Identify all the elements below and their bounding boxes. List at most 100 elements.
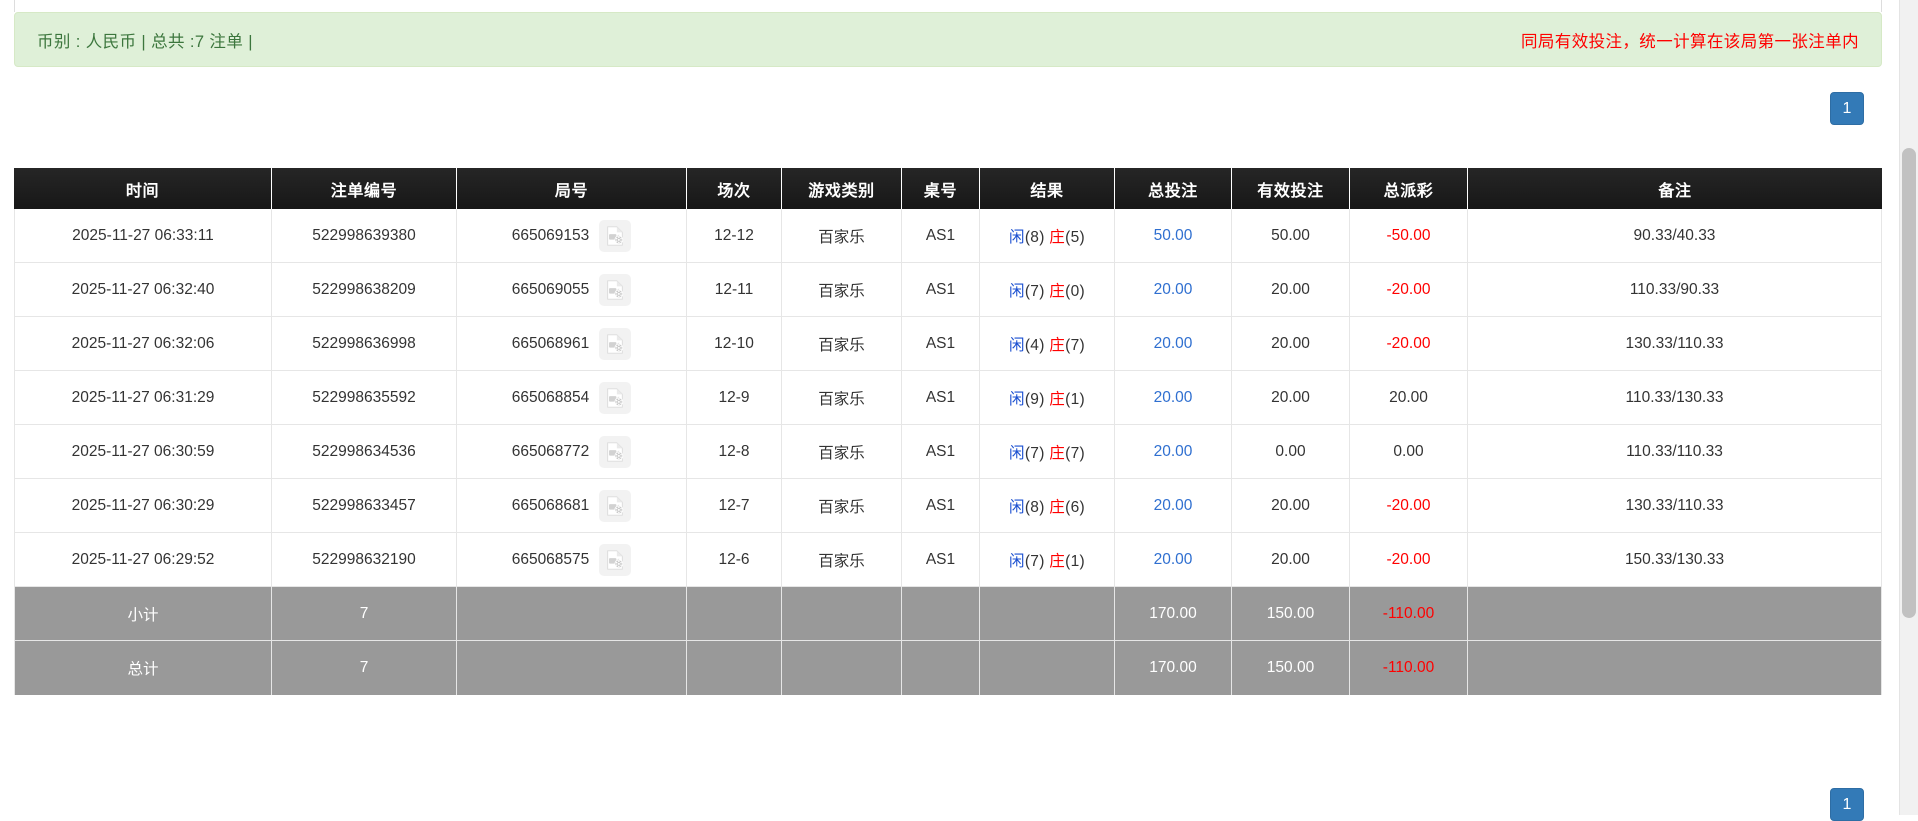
cell-result: 闲(7) 庄(0) bbox=[980, 263, 1115, 317]
cell-total-bet: 20.00 bbox=[1115, 317, 1232, 371]
cell-game-type: 百家乐 bbox=[782, 263, 902, 317]
grandtotal-row: 总计 7 170.00 150.00 -110.00 bbox=[14, 641, 1882, 695]
cell-bet-no: 522998639380 bbox=[272, 209, 457, 263]
cell-total-bet: 20.00 bbox=[1115, 425, 1232, 479]
column-header-valid: 有效投注 bbox=[1232, 168, 1350, 209]
cell-time: 2025-11-27 06:30:59 bbox=[14, 425, 272, 479]
video-file-icon[interactable] bbox=[599, 381, 632, 414]
result-player-points: (7) bbox=[1024, 552, 1045, 570]
cell-bet-no: 522998635592 bbox=[272, 371, 457, 425]
video-file-icon[interactable] bbox=[599, 219, 632, 252]
cell-valid-bet: 20.00 bbox=[1232, 317, 1350, 371]
result-player-label: 闲 bbox=[1009, 390, 1025, 408]
cell-valid-bet: 50.00 bbox=[1232, 209, 1350, 263]
video-file-icon[interactable] bbox=[599, 489, 632, 522]
summary-count: 7 bbox=[272, 641, 457, 695]
result-banker-points: (1) bbox=[1065, 390, 1085, 408]
column-header-table: 桌号 bbox=[902, 168, 980, 209]
cell-payout: -50.00 bbox=[1350, 209, 1468, 263]
cell-shift: 12-9 bbox=[687, 371, 782, 425]
result-banker-points: (1) bbox=[1065, 552, 1085, 570]
payout-value: -50.00 bbox=[1386, 226, 1431, 244]
cell-bet-no: 522998638209 bbox=[272, 263, 457, 317]
video-file-icon[interactable] bbox=[599, 543, 632, 576]
page-button-1-bottom[interactable]: 1 bbox=[1830, 788, 1864, 821]
cell-payout: 20.00 bbox=[1350, 371, 1468, 425]
column-header-payout: 总派彩 bbox=[1350, 168, 1468, 209]
payout-value: -20.00 bbox=[1386, 334, 1431, 352]
cell-remark: 90.33/40.33 bbox=[1468, 209, 1882, 263]
page-button-1[interactable]: 1 bbox=[1830, 92, 1864, 125]
currency-and-count-text: 币别 : 人民币 | 总共 :7 注单 | bbox=[37, 32, 253, 51]
table-row: 2025-11-27 06:32:06 522998636998 665068961… bbox=[14, 317, 1882, 371]
valid-bet-value: 20.00 bbox=[1271, 496, 1310, 514]
payout-value: -20.00 bbox=[1386, 496, 1431, 514]
summary-count: 7 bbox=[272, 587, 457, 641]
cell-result: 闲(7) 庄(7) bbox=[980, 425, 1115, 479]
summary-valid-bet: 150.00 bbox=[1232, 641, 1350, 695]
cell-payout: -20.00 bbox=[1350, 317, 1468, 371]
result-player-label: 闲 bbox=[1009, 228, 1025, 246]
cell-round: 665068854 bbox=[457, 371, 687, 425]
cell-valid-bet: 20.00 bbox=[1232, 371, 1350, 425]
cell-round: 665068961 bbox=[457, 317, 687, 371]
video-file-icon[interactable] bbox=[599, 435, 632, 468]
scrollbar-thumb[interactable] bbox=[1902, 148, 1916, 618]
result-banker-label: 庄 bbox=[1049, 444, 1066, 462]
video-file-icon[interactable] bbox=[599, 327, 632, 360]
pagination-bottom[interactable]: 1 bbox=[1830, 788, 1864, 821]
top-border-strip bbox=[14, 0, 1882, 12]
cell-game-type: 百家乐 bbox=[782, 317, 902, 371]
bets-table: 时间 注单编号 局号 场次 游戏类别 桌号 结果 总投注 有效投注 总派彩 备注… bbox=[14, 168, 1882, 695]
summary-banner: 币别 : 人民币 | 总共 :7 注单 | 同局有效投注，统一计算在该局第一张注… bbox=[14, 12, 1882, 67]
result-player-label: 闲 bbox=[1009, 552, 1025, 570]
cell-result: 闲(9) 庄(1) bbox=[980, 371, 1115, 425]
total-bet-value: 20.00 bbox=[1153, 442, 1193, 460]
pagination-top[interactable]: 1 bbox=[1830, 92, 1864, 125]
cell-result: 闲(8) 庄(6) bbox=[980, 479, 1115, 533]
bets-table-container: 时间 注单编号 局号 场次 游戏类别 桌号 结果 总投注 有效投注 总派彩 备注… bbox=[14, 168, 1882, 695]
page-vertical-scrollbar[interactable] bbox=[1899, 0, 1918, 815]
table-row: 2025-11-27 06:30:59 522998634536 665068772… bbox=[14, 425, 1882, 479]
table-row: 2025-11-27 06:29:52 522998632190 665068575… bbox=[14, 533, 1882, 587]
cell-round: 665068772 bbox=[457, 425, 687, 479]
total-bet-value: 20.00 bbox=[1153, 550, 1193, 568]
result-banker-points: (0) bbox=[1065, 282, 1085, 300]
cell-table-no: AS1 bbox=[902, 371, 980, 425]
result-banker-points: (5) bbox=[1065, 228, 1085, 246]
cell-total-bet: 20.00 bbox=[1115, 371, 1232, 425]
valid-bet-value: 50.00 bbox=[1271, 226, 1310, 244]
column-header-round: 局号 bbox=[457, 168, 687, 209]
cell-game-type: 百家乐 bbox=[782, 209, 902, 263]
cell-time: 2025-11-27 06:31:29 bbox=[14, 371, 272, 425]
summary-table-blank bbox=[902, 587, 980, 641]
video-file-icon[interactable] bbox=[599, 273, 632, 306]
summary-table-blank bbox=[902, 641, 980, 695]
cell-shift: 12-12 bbox=[687, 209, 782, 263]
cell-shift: 12-7 bbox=[687, 479, 782, 533]
total-bet-value: 20.00 bbox=[1153, 280, 1193, 298]
cell-round: 665069153 bbox=[457, 209, 687, 263]
cell-bet-no: 522998634536 bbox=[272, 425, 457, 479]
total-bet-value: 50.00 bbox=[1153, 226, 1193, 244]
cell-time: 2025-11-27 06:29:52 bbox=[14, 533, 272, 587]
result-player-points: (7) bbox=[1024, 282, 1045, 300]
cell-shift: 12-8 bbox=[687, 425, 782, 479]
summary-round-blank bbox=[457, 641, 687, 695]
round-number: 665068961 bbox=[511, 334, 590, 352]
cell-valid-bet: 20.00 bbox=[1232, 533, 1350, 587]
cell-table-no: AS1 bbox=[902, 425, 980, 479]
column-header-result: 结果 bbox=[980, 168, 1115, 209]
cell-bet-no: 522998633457 bbox=[272, 479, 457, 533]
cell-remark: 150.33/130.33 bbox=[1468, 533, 1882, 587]
cell-game-type: 百家乐 bbox=[782, 425, 902, 479]
cell-remark: 110.33/90.33 bbox=[1468, 263, 1882, 317]
table-row: 2025-11-27 06:30:29 522998633457 665068681… bbox=[14, 479, 1882, 533]
cell-valid-bet: 20.00 bbox=[1232, 263, 1350, 317]
same-round-notice-text: 同局有效投注，统一计算在该局第一张注单内 bbox=[1521, 32, 1859, 51]
cell-bet-no: 522998632190 bbox=[272, 533, 457, 587]
cell-total-bet: 20.00 bbox=[1115, 533, 1232, 587]
payout-value: -20.00 bbox=[1386, 550, 1431, 568]
column-header-time: 时间 bbox=[14, 168, 272, 209]
